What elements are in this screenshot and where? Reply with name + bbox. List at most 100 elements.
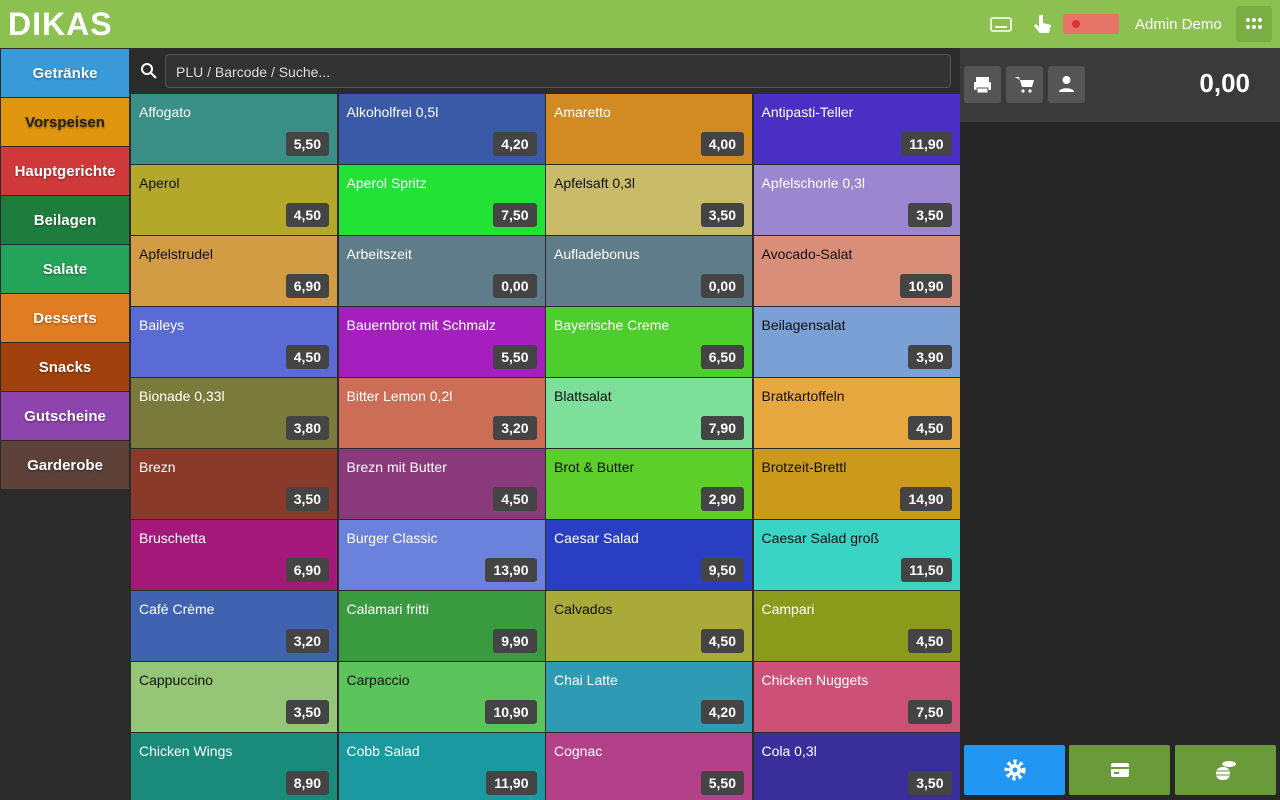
cart-button[interactable]	[1006, 66, 1043, 103]
product-name: Aperol Spritz	[346, 175, 427, 191]
category-button[interactable]: Desserts	[1, 294, 129, 342]
product-tile[interactable]: Amaretto 4,00	[546, 94, 752, 164]
product-tile[interactable]: Cola 0,3l 3,50	[753, 733, 960, 800]
product-tile[interactable]: Calamari fritti 9,90	[338, 591, 545, 661]
product-tile[interactable]: Bruschetta 6,90	[131, 520, 337, 590]
product-tile[interactable]: Cobb Salad 11,90	[338, 733, 545, 800]
product-tile[interactable]: Chai Latte 4,20	[546, 662, 752, 732]
product-tile[interactable]: Chicken Nuggets 7,50	[753, 662, 960, 732]
product-tile[interactable]: Aufladebonus 0,00	[546, 236, 752, 306]
product-tile[interactable]: Cappuccino 3,50	[131, 662, 337, 732]
product-price: 6,50	[700, 345, 744, 369]
product-price: 3,50	[908, 203, 952, 227]
cash-payment-button[interactable]	[1175, 745, 1276, 795]
product-price: 10,90	[900, 274, 952, 298]
product-name: Caesar Salad	[554, 530, 639, 546]
product-tile[interactable]: Bayerische Creme 6,50	[546, 307, 752, 377]
product-name: Bauernbrot mit Schmalz	[346, 317, 496, 333]
product-name: Bitter Lemon 0,2l	[346, 388, 453, 404]
product-tile[interactable]: Blattsalat 7,90	[546, 378, 752, 448]
product-tile[interactable]: Cognac 5,50	[546, 733, 752, 800]
product-tile[interactable]: Bratkartoffeln 4,50	[753, 378, 960, 448]
product-name: Carpaccio	[346, 672, 410, 688]
product-tile[interactable]: Brezn mit Butter 4,50	[338, 449, 545, 519]
category-button[interactable]: Getränke	[1, 49, 129, 97]
product-tile[interactable]: Carpaccio 10,90	[338, 662, 545, 732]
product-price: 9,90	[493, 629, 537, 653]
product-tile[interactable]: Burger Classic 13,90	[338, 520, 545, 590]
product-tile[interactable]: Apfelsaft 0,3l 3,50	[546, 165, 752, 235]
product-tile[interactable]: Alkoholfrei 0,5l 4,20	[338, 94, 545, 164]
product-tile[interactable]: Antipasti-Teller 11,90	[753, 94, 960, 164]
product-tile[interactable]: Caesar Salad groß 11,50	[753, 520, 960, 590]
product-price: 4,50	[700, 629, 744, 653]
product-name: Brot & Butter	[554, 459, 635, 475]
product-price: 4,50	[493, 487, 537, 511]
product-name: Cappuccino	[139, 672, 213, 688]
product-tile[interactable]: Caesar Salad 9,50	[546, 520, 752, 590]
product-name: Cognac	[554, 743, 603, 759]
product-tile[interactable]: Campari 4,50	[753, 591, 960, 661]
product-name: Calamari fritti	[346, 601, 429, 617]
product-tile[interactable]: Aperol Spritz 7,50	[338, 165, 545, 235]
product-price: 3,50	[700, 203, 744, 227]
product-name: Caesar Salad groß	[761, 530, 880, 546]
product-name: Apfelschorle 0,3l	[761, 175, 866, 191]
product-tile[interactable]: Brot & Butter 2,90	[546, 449, 752, 519]
product-tile[interactable]: Beilagensalat 3,90	[753, 307, 960, 377]
customer-button[interactable]	[1048, 66, 1085, 103]
product-price: 5,50	[493, 345, 537, 369]
user-name[interactable]: Admin Demo	[1135, 16, 1222, 33]
product-tile[interactable]: Aperol 4,50	[131, 165, 337, 235]
category-button[interactable]: Snacks	[1, 343, 129, 391]
cart-total: 0,00	[1199, 68, 1250, 98]
menu-button[interactable]	[1236, 6, 1272, 42]
product-name: Campari	[761, 601, 815, 617]
product-tile[interactable]: Apfelschorle 0,3l 3,50	[753, 165, 960, 235]
touch-icon[interactable]	[1032, 12, 1052, 36]
product-price: 4,20	[700, 700, 744, 724]
product-tile[interactable]: Bauernbrot mit Schmalz 5,50	[338, 307, 545, 377]
product-price: 4,00	[700, 132, 744, 156]
product-tile[interactable]: Bitter Lemon 0,2l 3,20	[338, 378, 545, 448]
product-name: Bionade 0,33l	[139, 388, 225, 404]
product-name: Avocado-Salat	[761, 246, 853, 262]
category-button[interactable]: Salate	[1, 245, 129, 293]
product-tile[interactable]: Arbeitszeit 0,00	[338, 236, 545, 306]
product-tile[interactable]: Chicken Wings 8,90	[131, 733, 337, 800]
product-price: 10,90	[485, 700, 537, 724]
settings-button[interactable]	[964, 745, 1065, 795]
product-price: 9,50	[700, 558, 744, 582]
product-tile[interactable]: Brezn 3,50	[131, 449, 337, 519]
print-button[interactable]	[964, 66, 1001, 103]
product-price: 6,90	[285, 558, 329, 582]
product-price: 0,00	[493, 274, 537, 298]
product-name: Brezn mit Butter	[346, 459, 447, 475]
product-price: 11,90	[901, 132, 952, 156]
search-input[interactable]: PLU / Barcode / Suche...	[165, 54, 951, 88]
product-tile[interactable]: Affogato 5,50	[131, 94, 337, 164]
category-button[interactable]: Hauptgerichte	[1, 147, 129, 195]
product-name: Chicken Nuggets	[761, 672, 869, 688]
product-name: Cobb Salad	[346, 743, 420, 759]
category-button[interactable]: Vorspeisen	[1, 98, 129, 146]
status-badge[interactable]	[1063, 14, 1119, 34]
category-button[interactable]: Gutscheine	[1, 392, 129, 440]
product-tile[interactable]: Calvados 4,50	[546, 591, 752, 661]
product-name: Chicken Wings	[139, 743, 233, 759]
product-tile[interactable]: Brotzeit-Brettl 14,90	[753, 449, 960, 519]
product-tile[interactable]: Apfelstrudel 6,90	[131, 236, 337, 306]
product-name: Bruschetta	[139, 530, 206, 546]
category-button[interactable]: Garderobe	[1, 441, 129, 489]
product-tile[interactable]: Avocado-Salat 10,90	[753, 236, 960, 306]
product-tile[interactable]: Café Crème 3,20	[131, 591, 337, 661]
keyboard-icon[interactable]	[990, 14, 1012, 34]
product-tile[interactable]: Baileys 4,50	[131, 307, 337, 377]
card-payment-button[interactable]	[1069, 745, 1170, 795]
product-name: Cola 0,3l	[761, 743, 817, 759]
product-tile[interactable]: Bionade 0,33l 3,80	[131, 378, 337, 448]
product-price: 4,20	[493, 132, 537, 156]
category-button[interactable]: Beilagen	[1, 196, 129, 244]
product-name: Amaretto	[554, 104, 611, 120]
